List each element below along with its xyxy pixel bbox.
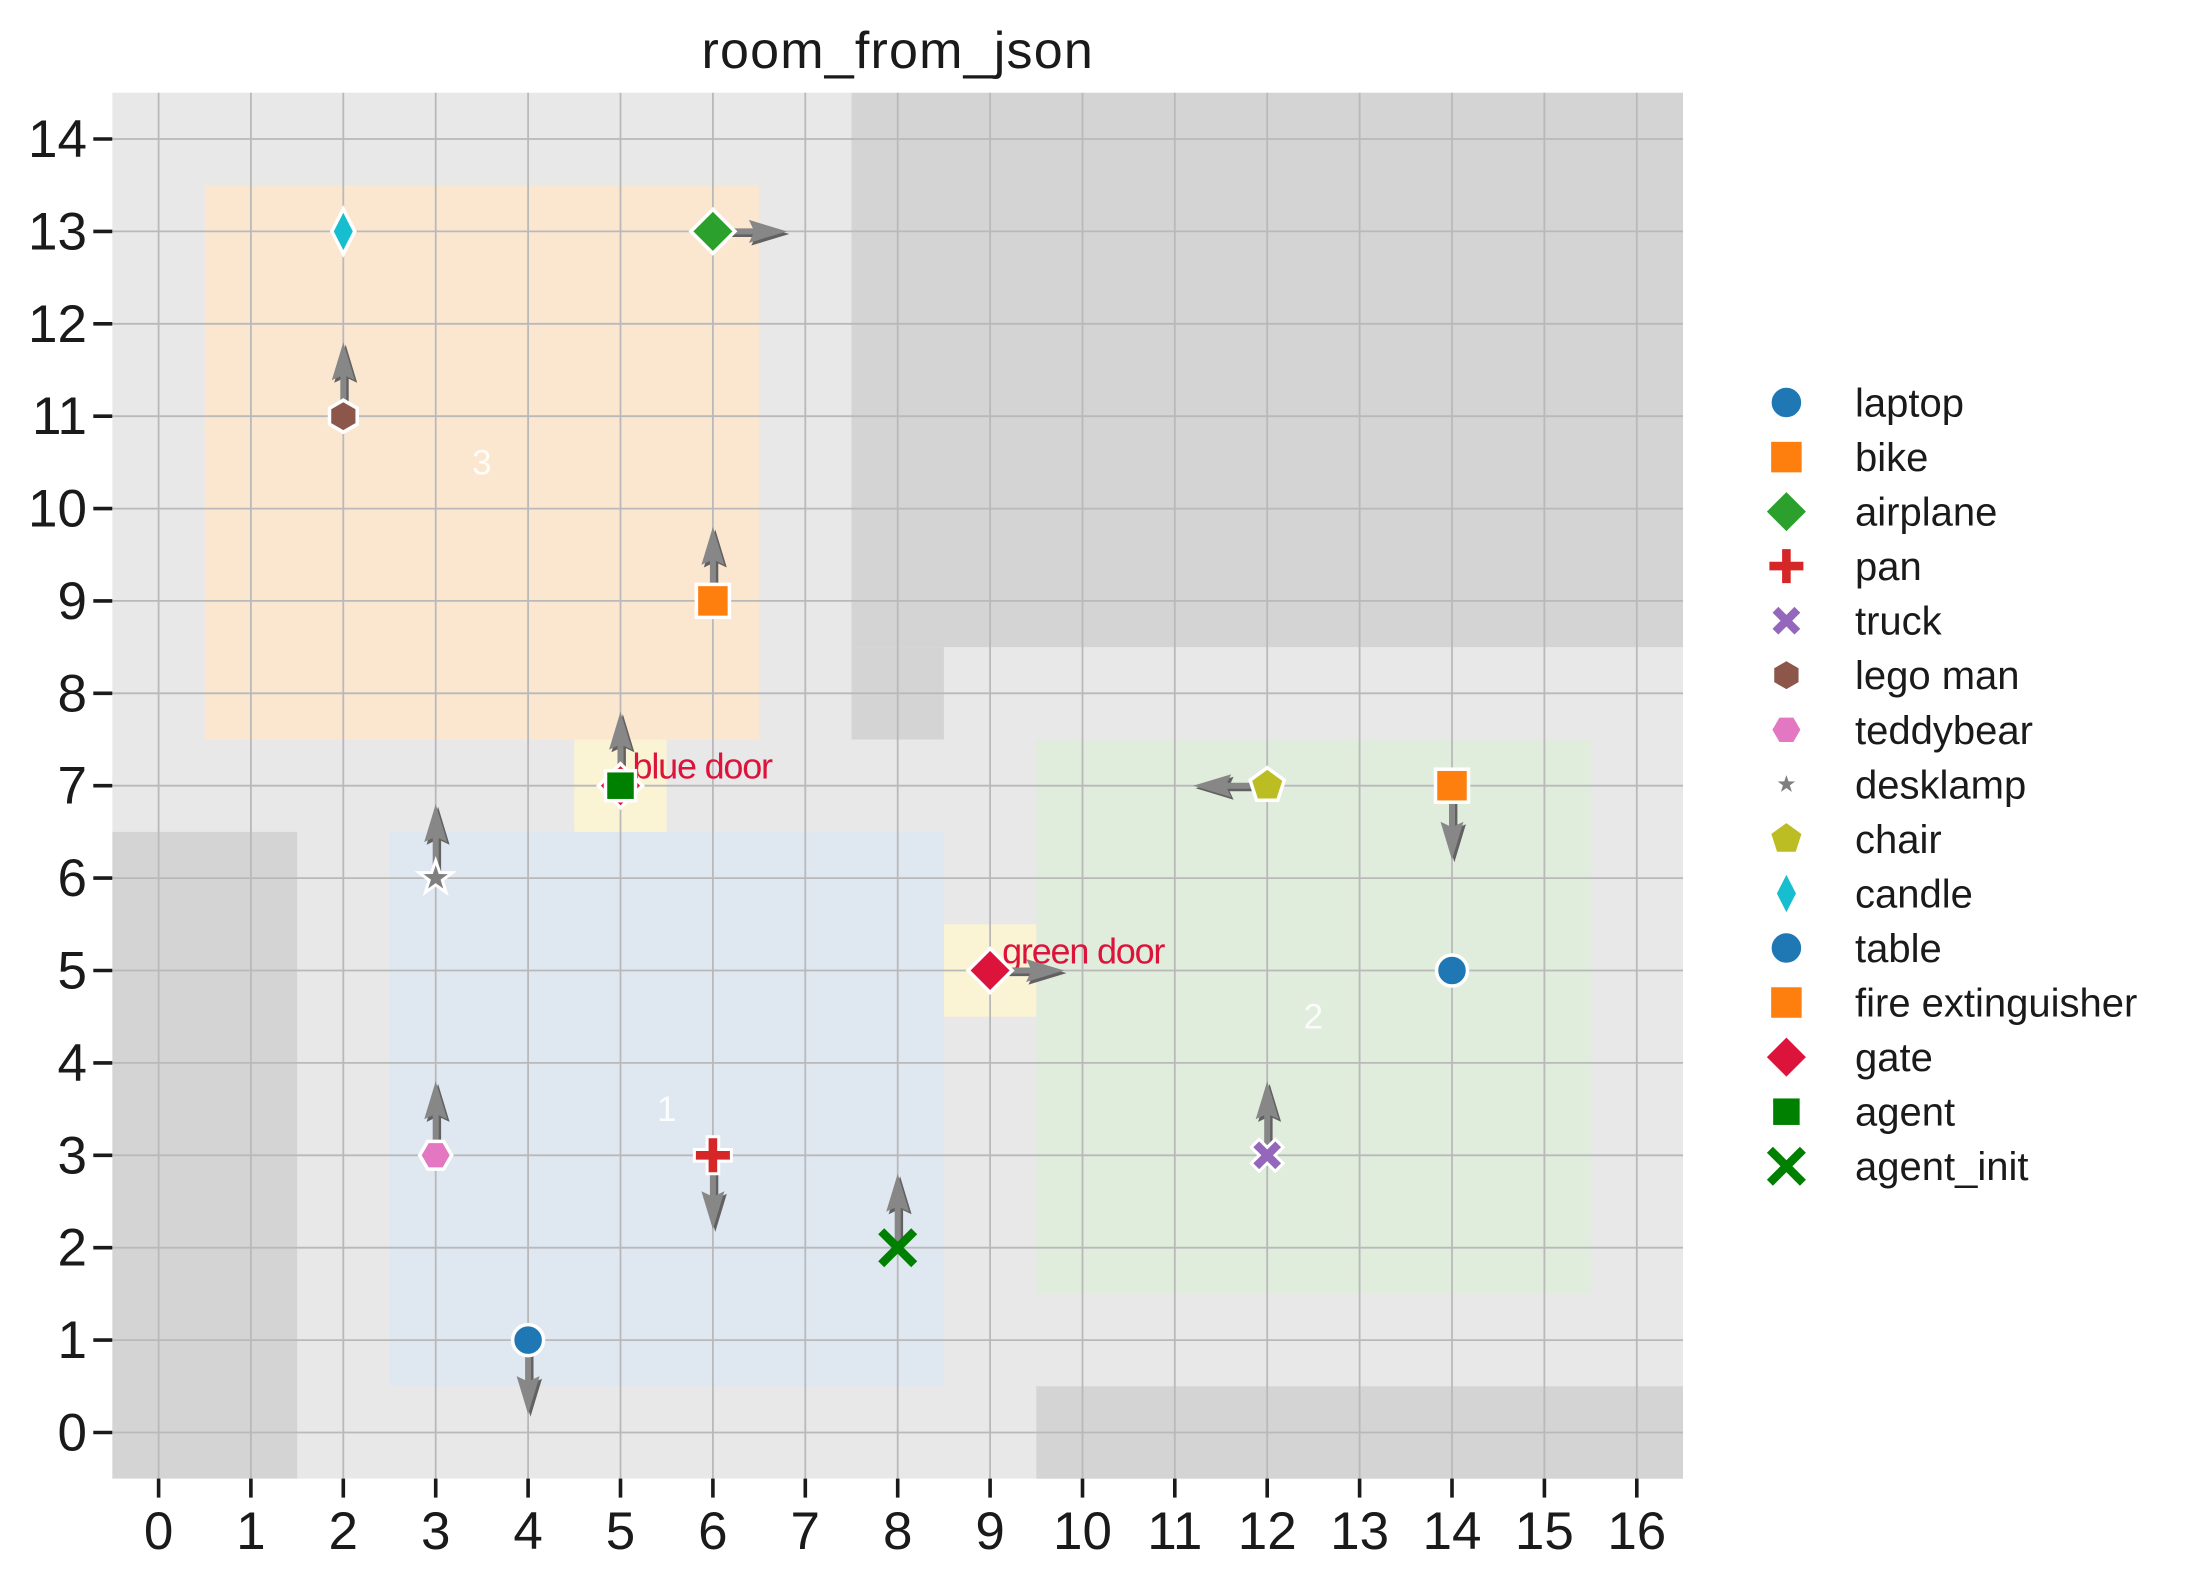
- svg-text:14: 14: [28, 110, 87, 169]
- svg-text:6: 6: [698, 1502, 727, 1561]
- svg-text:10: 10: [28, 480, 87, 539]
- svg-text:desklamp: desklamp: [1855, 763, 2026, 807]
- svg-text:table: table: [1855, 927, 1942, 971]
- svg-text:gate: gate: [1855, 1036, 1933, 1080]
- svg-text:laptop: laptop: [1855, 382, 1964, 426]
- svg-text:fire extinguisher: fire extinguisher: [1855, 982, 2137, 1026]
- svg-text:12: 12: [1238, 1502, 1297, 1561]
- svg-text:11: 11: [1147, 1502, 1202, 1561]
- svg-text:bike: bike: [1855, 436, 1928, 480]
- svg-text:15: 15: [1515, 1502, 1574, 1561]
- svg-text:5: 5: [58, 942, 87, 1001]
- svg-text:lego man: lego man: [1855, 654, 2020, 698]
- svg-text:3: 3: [58, 1126, 87, 1185]
- svg-text:blue door: blue door: [633, 746, 774, 787]
- svg-text:agent_init: agent_init: [1855, 1145, 2028, 1189]
- svg-text:airplane: airplane: [1855, 491, 1997, 535]
- svg-text:13: 13: [1330, 1502, 1389, 1561]
- svg-text:3: 3: [421, 1502, 450, 1561]
- svg-text:2: 2: [329, 1502, 358, 1561]
- svg-text:8: 8: [883, 1502, 912, 1561]
- svg-text:13: 13: [28, 202, 87, 261]
- svg-text:2: 2: [58, 1219, 87, 1278]
- svg-text:9: 9: [975, 1502, 1004, 1561]
- svg-text:14: 14: [1423, 1502, 1482, 1561]
- svg-text:4: 4: [58, 1034, 87, 1093]
- svg-text:7: 7: [791, 1502, 820, 1561]
- svg-text:2: 2: [1304, 998, 1323, 1037]
- svg-text:green door: green door: [1002, 931, 1165, 972]
- svg-text:teddybear: teddybear: [1855, 709, 2033, 753]
- svg-text:16: 16: [1607, 1502, 1666, 1561]
- svg-text:candle: candle: [1855, 873, 1973, 917]
- svg-text:1: 1: [657, 1090, 676, 1129]
- svg-text:truck: truck: [1855, 600, 1943, 644]
- svg-text:4: 4: [513, 1502, 542, 1561]
- svg-text:0: 0: [58, 1404, 87, 1463]
- svg-text:room_from_json: room_from_json: [701, 22, 1094, 80]
- svg-text:6: 6: [58, 849, 87, 908]
- svg-text:12: 12: [28, 295, 87, 354]
- svg-text:3: 3: [472, 443, 491, 482]
- svg-text:chair: chair: [1855, 818, 1942, 862]
- svg-text:10: 10: [1053, 1502, 1112, 1561]
- svg-text:1: 1: [58, 1311, 87, 1370]
- svg-text:7: 7: [58, 757, 87, 816]
- svg-text:agent: agent: [1855, 1091, 1955, 1135]
- svg-text:1: 1: [236, 1502, 265, 1561]
- svg-text:0: 0: [144, 1502, 173, 1561]
- svg-text:8: 8: [58, 664, 87, 723]
- svg-text:5: 5: [606, 1502, 635, 1561]
- svg-text:11: 11: [32, 387, 87, 446]
- svg-text:9: 9: [58, 572, 87, 631]
- svg-text:pan: pan: [1855, 545, 1922, 589]
